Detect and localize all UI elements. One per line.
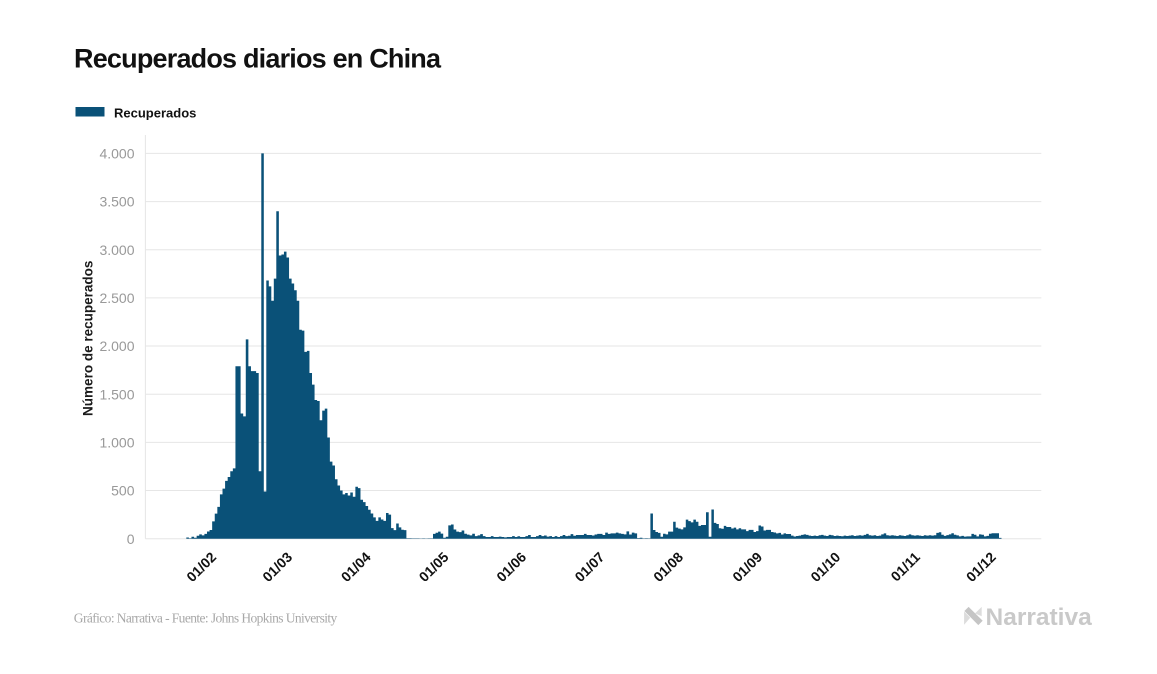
svg-text:Número de recuperados: Número de recuperados xyxy=(81,261,96,416)
svg-text:1.000: 1.000 xyxy=(99,434,134,450)
svg-text:Gráfico: Narrativa - Fuente: J: Gráfico: Narrativa - Fuente: Johns Hopki… xyxy=(74,611,338,626)
svg-text:0: 0 xyxy=(127,531,135,547)
svg-text:3.500: 3.500 xyxy=(99,194,134,210)
svg-text:500: 500 xyxy=(111,483,135,499)
svg-text:1.500: 1.500 xyxy=(99,386,134,402)
svg-text:Recuperados: Recuperados xyxy=(114,105,196,120)
svg-text:4.000: 4.000 xyxy=(99,146,134,162)
svg-text:3.000: 3.000 xyxy=(99,242,134,258)
svg-text:2.500: 2.500 xyxy=(99,290,134,306)
svg-text:2.000: 2.000 xyxy=(99,338,134,354)
svg-text:Recuperados diarios en China: Recuperados diarios en China xyxy=(74,44,442,74)
svg-text:Narrativa: Narrativa xyxy=(986,604,1093,631)
